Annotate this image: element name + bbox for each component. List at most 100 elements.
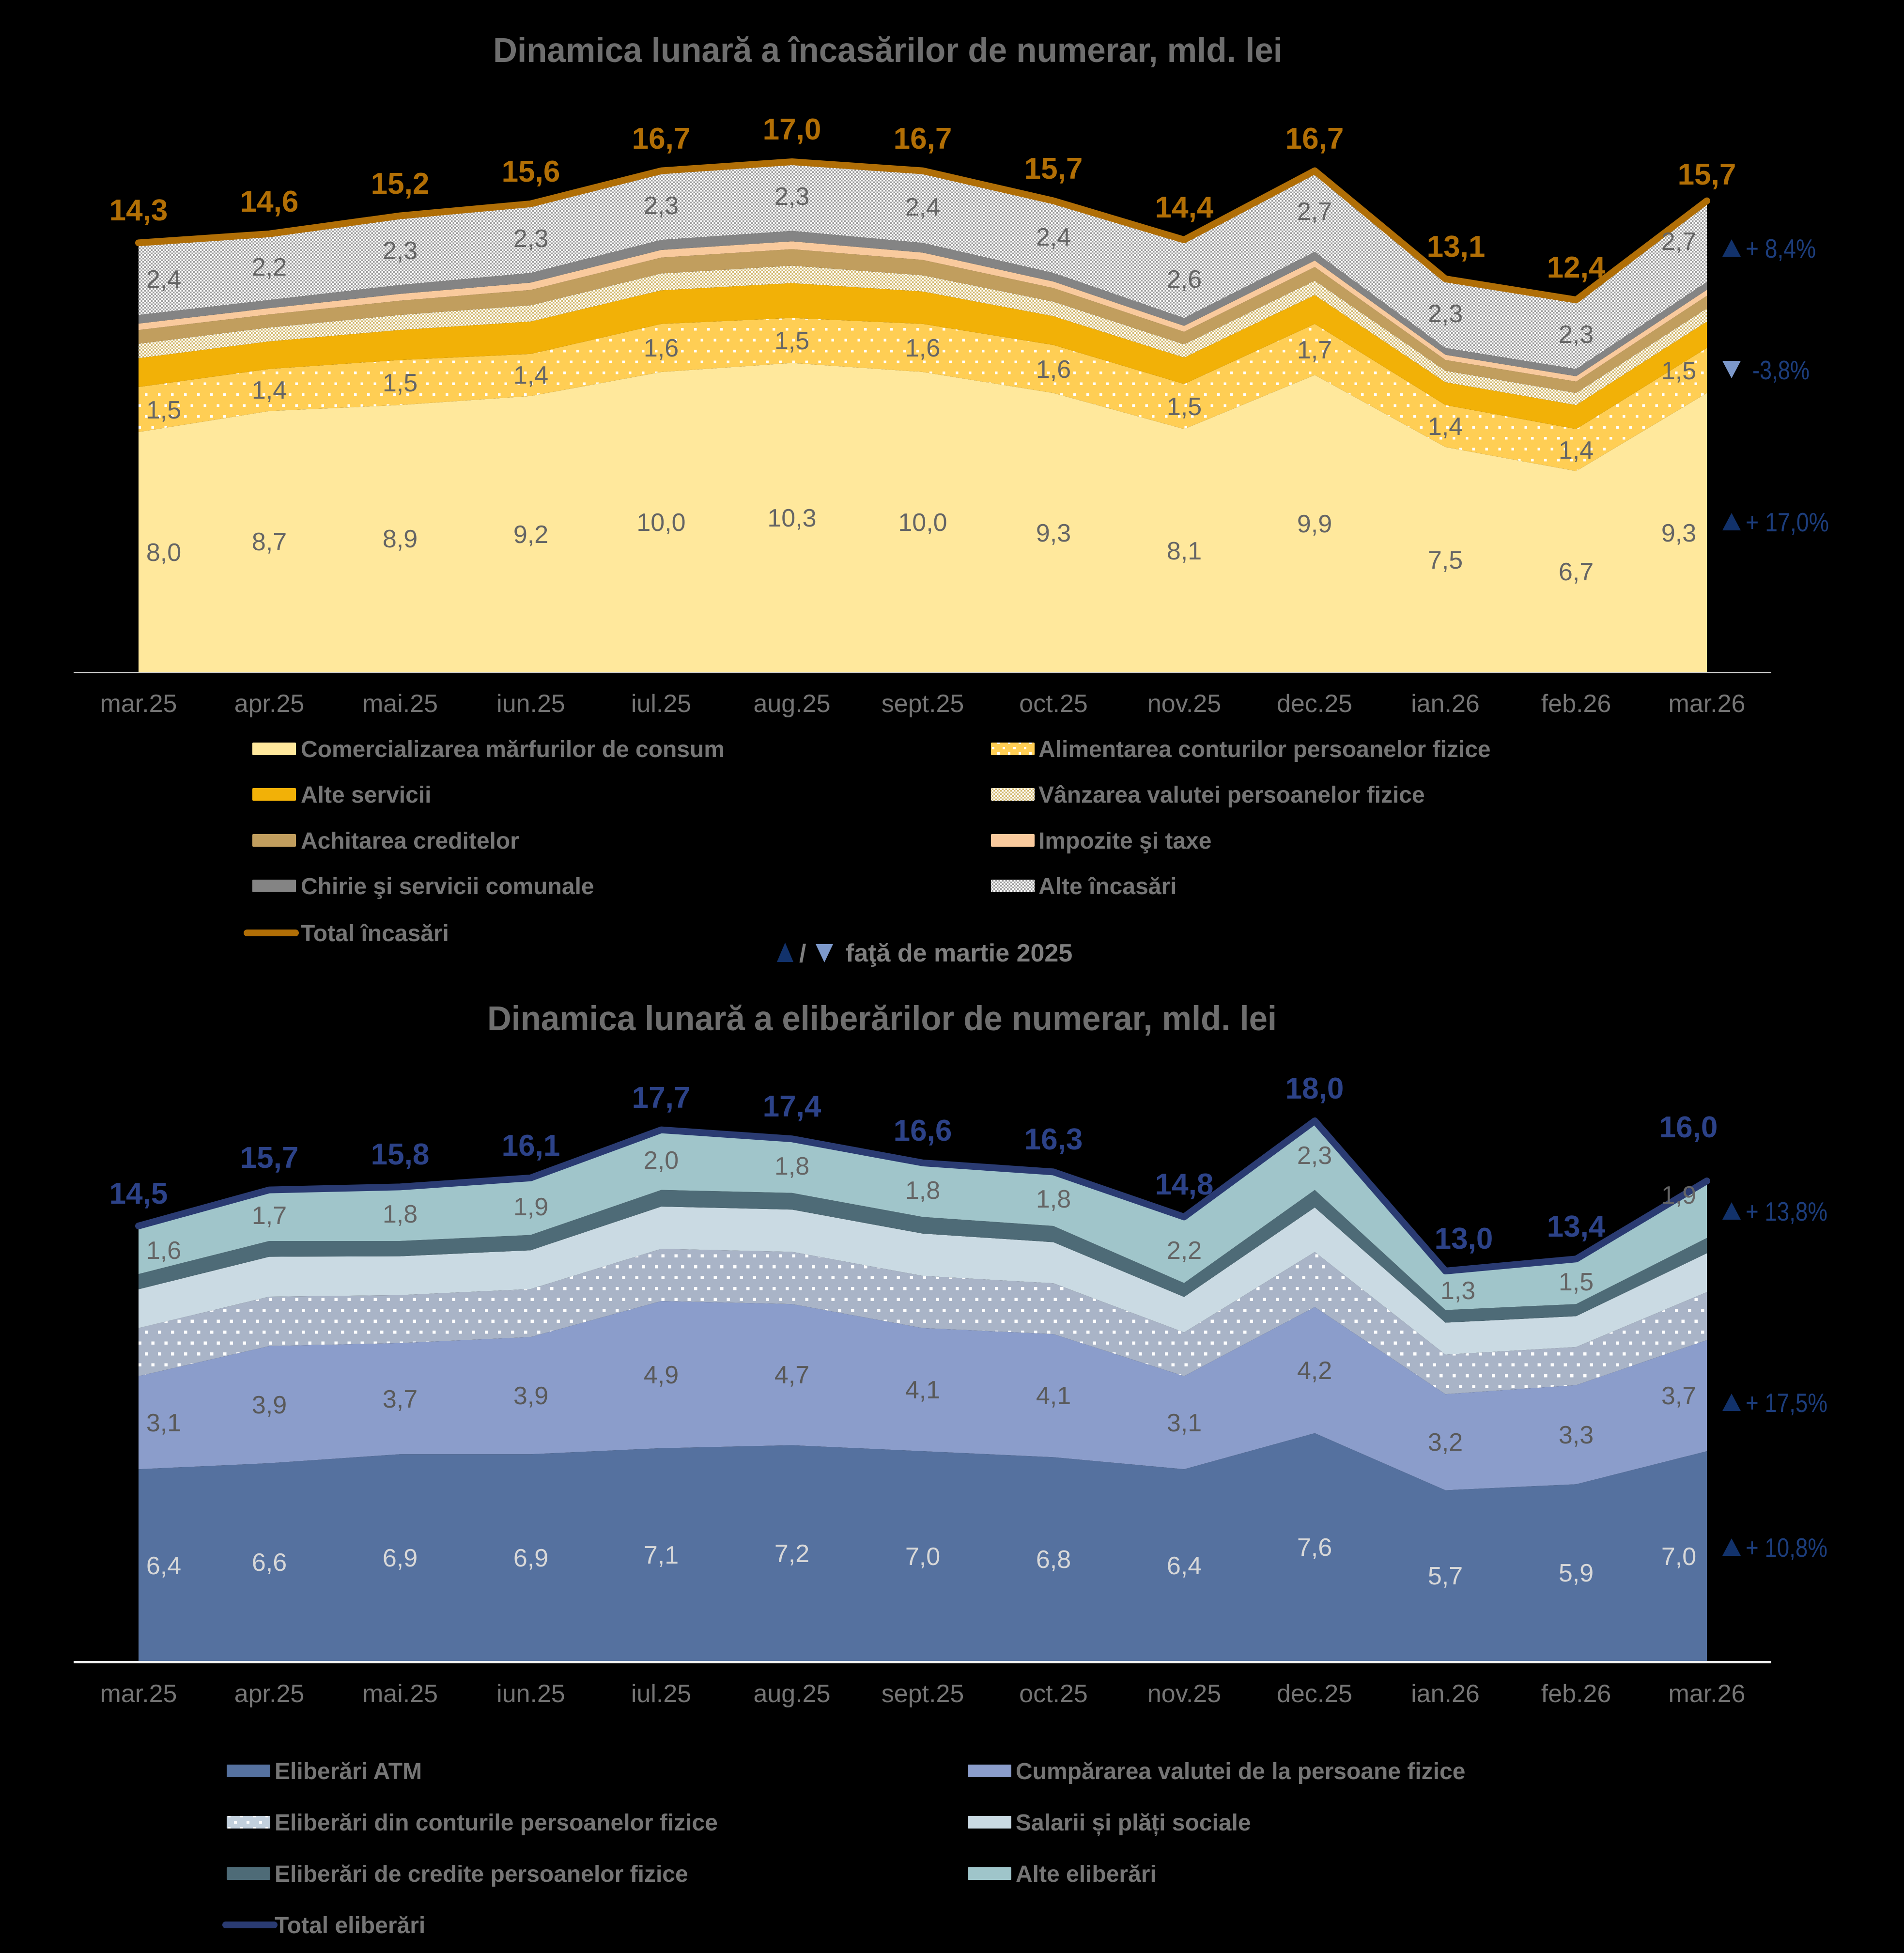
svg-text:5,7: 5,7 bbox=[1428, 1562, 1463, 1590]
svg-text:7,1: 7,1 bbox=[644, 1541, 679, 1569]
svg-text:6,9: 6,9 bbox=[513, 1544, 548, 1572]
svg-text:16,1: 16,1 bbox=[502, 1129, 560, 1162]
svg-text:2,3: 2,3 bbox=[1297, 1142, 1332, 1170]
svg-text:3,7: 3,7 bbox=[1661, 1382, 1696, 1410]
svg-text:Alte servicii: Alte servicii bbox=[301, 782, 431, 808]
svg-text:2,0: 2,0 bbox=[644, 1147, 679, 1175]
svg-text:dec.25: dec.25 bbox=[1277, 1680, 1352, 1708]
svg-text:+ 13,8%: + 13,8% bbox=[1746, 1196, 1827, 1226]
svg-text:feb.26: feb.26 bbox=[1541, 1680, 1611, 1708]
svg-text:mar.25: mar.25 bbox=[100, 690, 177, 718]
svg-text:8,1: 8,1 bbox=[1167, 537, 1202, 565]
svg-text:9,3: 9,3 bbox=[1036, 519, 1071, 547]
svg-text:15,7: 15,7 bbox=[1024, 152, 1083, 186]
svg-text:9,9: 9,9 bbox=[1297, 510, 1332, 538]
svg-text:iun.25: iun.25 bbox=[496, 1680, 565, 1708]
svg-text:nov.25: nov.25 bbox=[1147, 690, 1221, 718]
svg-text:10,3: 10,3 bbox=[767, 504, 816, 532]
svg-text:7,0: 7,0 bbox=[1661, 1543, 1696, 1571]
svg-text:Cumpărarea valutei de la perso: Cumpărarea valutei de la persoane fizice bbox=[1016, 1759, 1465, 1784]
svg-text:1,7: 1,7 bbox=[1297, 336, 1332, 364]
svg-text:10,0: 10,0 bbox=[898, 509, 947, 537]
svg-text:2,7: 2,7 bbox=[1297, 198, 1332, 226]
svg-text:1,7: 1,7 bbox=[252, 1202, 287, 1230]
svg-text:+ 17,5%: + 17,5% bbox=[1746, 1388, 1827, 1418]
svg-text:Achitarea creditelor: Achitarea creditelor bbox=[301, 828, 519, 854]
svg-text:16,6: 16,6 bbox=[894, 1114, 952, 1147]
svg-text:1,5: 1,5 bbox=[383, 369, 418, 397]
svg-text:15,2: 15,2 bbox=[371, 167, 430, 201]
svg-text:3,1: 3,1 bbox=[146, 1409, 181, 1437]
svg-text:8,0: 8,0 bbox=[146, 539, 181, 567]
svg-text:6,4: 6,4 bbox=[1167, 1552, 1202, 1580]
svg-text:1,6: 1,6 bbox=[644, 334, 679, 362]
svg-text:9,2: 9,2 bbox=[513, 521, 548, 549]
svg-text:2,4: 2,4 bbox=[1036, 223, 1071, 251]
svg-text:feb.26: feb.26 bbox=[1541, 690, 1611, 718]
svg-text:2,3: 2,3 bbox=[644, 192, 679, 220]
svg-text:9,3: 9,3 bbox=[1661, 519, 1696, 547]
svg-text:Comercializarea mărfurilor de: Comercializarea mărfurilor de consum bbox=[301, 737, 725, 762]
svg-text:Eliberări de credite persoanel: Eliberări de credite persoanelor fizice bbox=[275, 1861, 688, 1887]
svg-text:Dinamica lunară a eliberărilor: Dinamica lunară a eliberărilor de numera… bbox=[487, 1000, 1277, 1038]
svg-text:16,7: 16,7 bbox=[632, 122, 691, 155]
svg-text:4,1: 4,1 bbox=[905, 1376, 940, 1404]
svg-text:mar.25: mar.25 bbox=[100, 1680, 177, 1708]
svg-text:1,8: 1,8 bbox=[905, 1177, 940, 1205]
svg-text:faţă de martie 2025: faţă de martie 2025 bbox=[846, 939, 1072, 967]
svg-text:14,5: 14,5 bbox=[109, 1177, 168, 1210]
svg-text:6,8: 6,8 bbox=[1036, 1546, 1071, 1574]
svg-text:apr.25: apr.25 bbox=[234, 690, 305, 718]
svg-text:15,8: 15,8 bbox=[371, 1138, 430, 1171]
svg-text:13,1: 13,1 bbox=[1427, 230, 1486, 264]
svg-text:12,4: 12,4 bbox=[1547, 251, 1606, 284]
svg-text:2,3: 2,3 bbox=[1428, 300, 1463, 328]
svg-text:sept.25: sept.25 bbox=[882, 690, 964, 718]
svg-text:Total eliberări: Total eliberări bbox=[275, 1913, 425, 1938]
svg-text:+ 8,4%: + 8,4% bbox=[1746, 233, 1816, 264]
svg-text:Eliberări din conturile persoa: Eliberări din conturile persoanelor fizi… bbox=[275, 1810, 718, 1836]
svg-text:3,7: 3,7 bbox=[383, 1385, 418, 1413]
svg-text:2,6: 2,6 bbox=[1167, 265, 1202, 294]
svg-text:mai.25: mai.25 bbox=[362, 690, 438, 718]
svg-text:Chirie şi servicii comunale: Chirie şi servicii comunale bbox=[301, 874, 594, 899]
svg-text:Dinamica lunară a încasărilor: Dinamica lunară a încasărilor de numerar… bbox=[493, 31, 1283, 70]
svg-text:2,3: 2,3 bbox=[383, 237, 418, 265]
svg-text:Vânzarea valutei persoanelor f: Vânzarea valutei persoanelor fizice bbox=[1038, 782, 1425, 808]
svg-text:1,4: 1,4 bbox=[1428, 413, 1463, 441]
svg-text:1,5: 1,5 bbox=[1661, 357, 1696, 385]
svg-text:4,7: 4,7 bbox=[774, 1361, 809, 1389]
svg-text:18,0: 18,0 bbox=[1285, 1072, 1344, 1105]
svg-text:1,5: 1,5 bbox=[146, 396, 181, 424]
svg-text:dec.25: dec.25 bbox=[1277, 690, 1352, 718]
svg-text:8,9: 8,9 bbox=[383, 525, 418, 553]
svg-text:sept.25: sept.25 bbox=[882, 1680, 964, 1708]
svg-text:Eliberări ATM: Eliberări ATM bbox=[275, 1759, 422, 1784]
svg-text:17,7: 17,7 bbox=[632, 1081, 691, 1115]
svg-text:1,5: 1,5 bbox=[774, 327, 809, 355]
svg-text:3,3: 3,3 bbox=[1559, 1421, 1594, 1449]
svg-text:mai.25: mai.25 bbox=[362, 1680, 438, 1708]
svg-text:aug.25: aug.25 bbox=[753, 690, 830, 718]
svg-text:3,9: 3,9 bbox=[252, 1391, 287, 1419]
svg-text:7,2: 7,2 bbox=[774, 1540, 809, 1568]
svg-text:6,9: 6,9 bbox=[383, 1544, 418, 1572]
svg-text:14,8: 14,8 bbox=[1155, 1168, 1214, 1201]
svg-text:8,7: 8,7 bbox=[252, 528, 287, 556]
svg-text:nov.25: nov.25 bbox=[1147, 1680, 1221, 1708]
svg-text:3,2: 3,2 bbox=[1428, 1428, 1463, 1457]
svg-text:-3,8%: -3,8% bbox=[1752, 355, 1810, 385]
svg-text:10,0: 10,0 bbox=[636, 509, 685, 537]
svg-text:15,6: 15,6 bbox=[502, 155, 560, 188]
svg-text:+ 17,0%: + 17,0% bbox=[1746, 507, 1829, 537]
svg-text:1,6: 1,6 bbox=[1036, 356, 1071, 384]
svg-text:apr.25: apr.25 bbox=[234, 1680, 305, 1708]
svg-text:1,5: 1,5 bbox=[1167, 393, 1202, 421]
svg-text:1,4: 1,4 bbox=[252, 376, 287, 404]
svg-text:7,0: 7,0 bbox=[905, 1543, 940, 1571]
svg-text:4,1: 4,1 bbox=[1036, 1382, 1071, 1410]
svg-text:5,9: 5,9 bbox=[1559, 1559, 1594, 1587]
svg-text:2,4: 2,4 bbox=[905, 193, 940, 221]
svg-text:Alimentarea conturilor persoan: Alimentarea conturilor persoanelor fizic… bbox=[1038, 737, 1491, 762]
svg-text:16,7: 16,7 bbox=[894, 122, 952, 155]
